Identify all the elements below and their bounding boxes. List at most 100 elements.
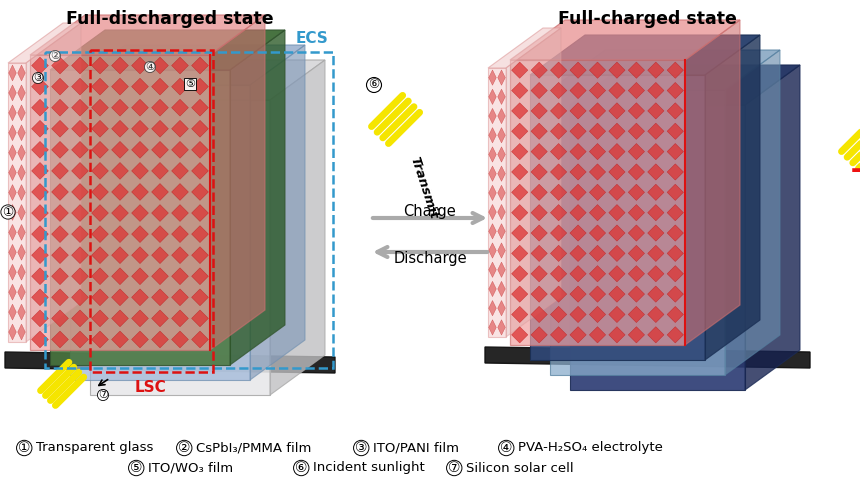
Polygon shape [112,310,128,327]
Polygon shape [151,310,169,327]
Text: ECS: ECS [295,31,328,46]
Polygon shape [609,82,625,99]
Polygon shape [172,78,188,95]
Polygon shape [18,264,25,280]
Polygon shape [210,15,265,350]
Polygon shape [18,225,25,241]
Polygon shape [667,103,684,119]
Text: ④: ④ [500,441,513,455]
Polygon shape [52,121,69,137]
Polygon shape [52,247,69,264]
Polygon shape [531,164,547,180]
Polygon shape [132,78,149,95]
Polygon shape [512,123,528,139]
Polygon shape [32,57,48,74]
Text: ②: ② [50,51,60,61]
Polygon shape [112,141,128,158]
Polygon shape [648,266,664,282]
Polygon shape [92,163,108,179]
Polygon shape [589,266,605,282]
Polygon shape [112,163,128,179]
Polygon shape [628,286,644,302]
Polygon shape [667,82,684,99]
Polygon shape [90,60,325,100]
Polygon shape [589,306,605,323]
Polygon shape [112,99,128,116]
Polygon shape [498,224,506,239]
Polygon shape [648,327,664,343]
Polygon shape [90,100,270,395]
Polygon shape [589,184,605,200]
Polygon shape [570,62,587,78]
Polygon shape [609,245,625,261]
Polygon shape [26,23,81,342]
Polygon shape [550,205,567,221]
Polygon shape [172,331,188,348]
Text: Full-discharged state: Full-discharged state [66,10,273,28]
Polygon shape [151,331,169,348]
Polygon shape [531,103,547,119]
Polygon shape [628,103,644,119]
Polygon shape [531,266,547,282]
Polygon shape [648,123,664,139]
Polygon shape [92,183,108,200]
Polygon shape [531,62,547,78]
Polygon shape [151,289,169,306]
Polygon shape [488,89,496,105]
Polygon shape [609,164,625,180]
Polygon shape [112,121,128,137]
Polygon shape [92,57,108,74]
Polygon shape [531,184,547,200]
Polygon shape [32,121,48,137]
Polygon shape [52,78,69,95]
Polygon shape [531,327,547,343]
Polygon shape [18,324,25,340]
Polygon shape [112,205,128,222]
Polygon shape [498,243,506,258]
Polygon shape [512,245,528,261]
Polygon shape [498,70,506,85]
Polygon shape [667,205,684,221]
Polygon shape [52,331,69,348]
Polygon shape [32,99,48,116]
Polygon shape [8,63,26,342]
Polygon shape [550,82,567,99]
Polygon shape [8,23,81,63]
Polygon shape [18,165,25,181]
Polygon shape [628,245,644,261]
Polygon shape [570,245,587,261]
Polygon shape [512,286,528,302]
Polygon shape [32,226,48,242]
Polygon shape [192,57,208,74]
Polygon shape [52,205,69,222]
Polygon shape [498,204,506,220]
Polygon shape [609,123,625,139]
Polygon shape [270,60,325,395]
Polygon shape [32,78,48,95]
Polygon shape [628,327,644,343]
Polygon shape [498,281,506,297]
Text: ⑤: ⑤ [185,79,195,89]
Polygon shape [30,15,265,55]
Polygon shape [550,306,567,323]
Polygon shape [92,78,108,95]
Polygon shape [92,247,108,264]
Polygon shape [609,205,625,221]
Polygon shape [50,70,230,365]
Text: ③: ③ [33,73,43,83]
Polygon shape [18,304,25,320]
Polygon shape [531,225,547,241]
Polygon shape [628,143,644,160]
Polygon shape [132,57,149,74]
Polygon shape [9,205,16,220]
Text: CsPbI₃/PMMA film: CsPbI₃/PMMA film [196,441,311,454]
Polygon shape [498,301,506,316]
Polygon shape [172,183,188,200]
Polygon shape [648,143,664,160]
Polygon shape [512,103,528,119]
Polygon shape [92,141,108,158]
Polygon shape [550,143,567,160]
Polygon shape [550,286,567,302]
Text: ITO/PANI film: ITO/PANI film [373,441,459,454]
Polygon shape [71,183,89,200]
